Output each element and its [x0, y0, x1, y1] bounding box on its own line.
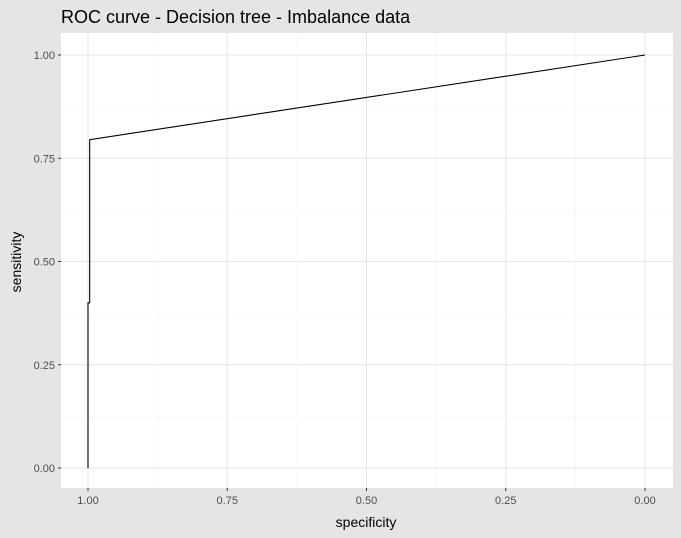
series-layer	[87, 54, 646, 468]
x-tick-label: 0.75	[217, 495, 238, 507]
y-axis-ticks: 0.00 0.25 0.50 0.75 1.00	[34, 50, 61, 475]
y-axis-title: sensitivity	[8, 232, 24, 293]
chart-title: ROC curve - Decision tree - Imbalance da…	[61, 7, 411, 27]
y-tick-label: 0.50	[34, 257, 55, 269]
x-tick-label: 0.00	[634, 495, 655, 507]
grid-lines	[61, 33, 673, 488]
x-axis-title: specificity	[336, 514, 397, 530]
y-tick-label: 1.00	[34, 50, 55, 62]
x-axis-ticks: 1.00 0.75 0.50 0.25 0.00	[77, 488, 656, 507]
y-tick-label: 0.75	[34, 153, 55, 165]
y-tick-label: 0.00	[34, 463, 55, 475]
x-tick-label: 1.00	[77, 495, 98, 507]
roc-curve-line	[87, 54, 646, 468]
y-tick-label: 0.25	[34, 360, 55, 372]
x-tick-label: 0.50	[356, 495, 377, 507]
x-tick-label: 0.25	[495, 495, 516, 507]
